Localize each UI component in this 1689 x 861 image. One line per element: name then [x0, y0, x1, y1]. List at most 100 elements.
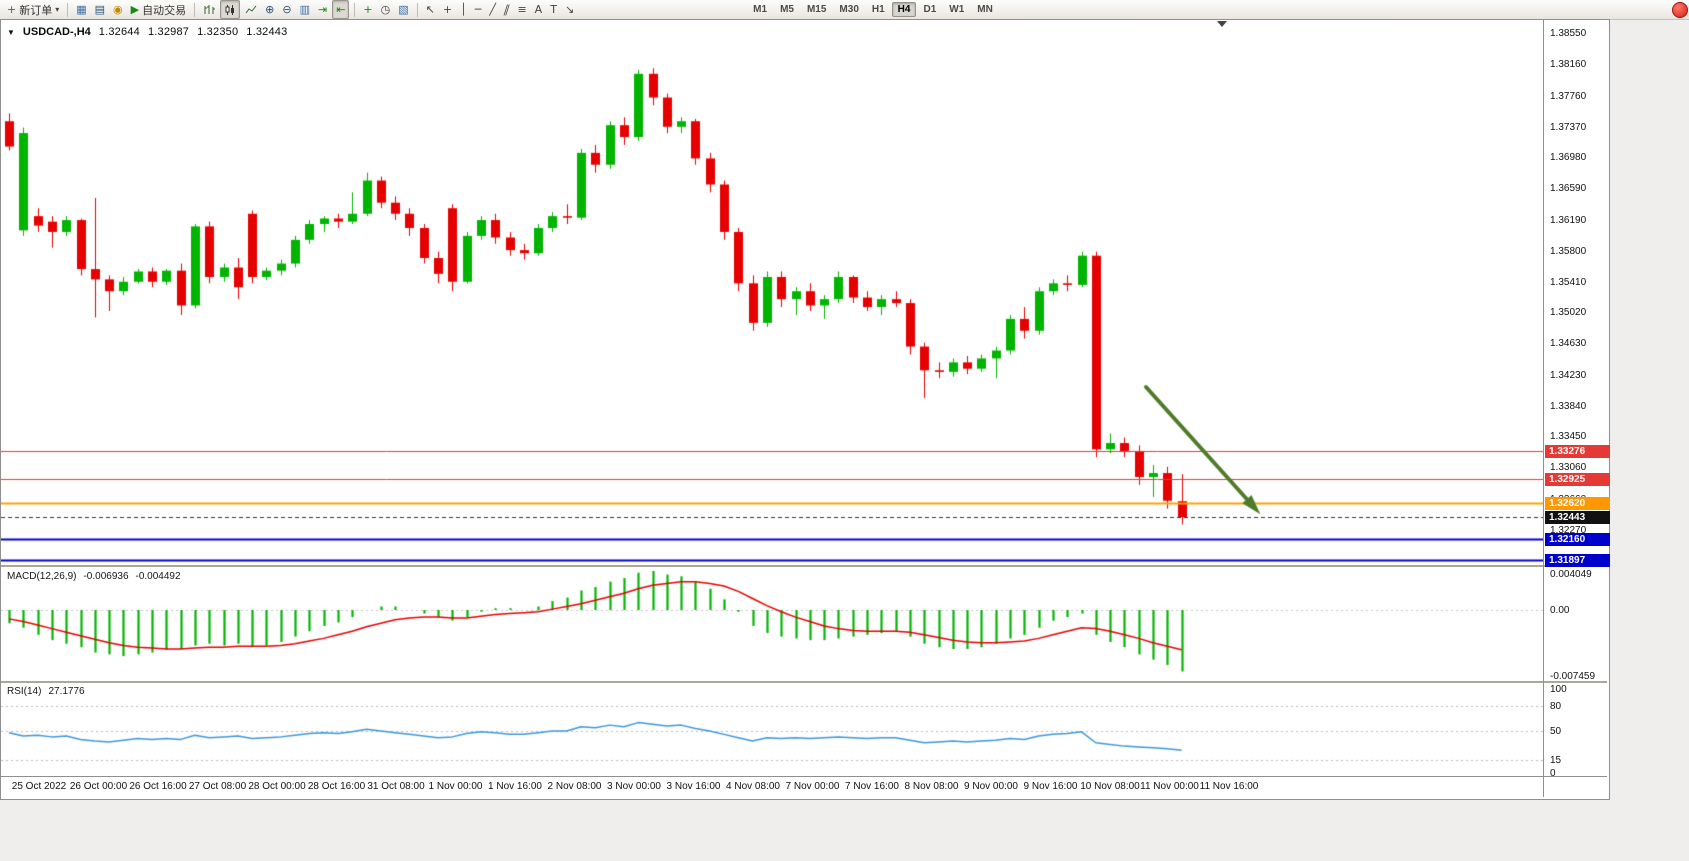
vertical-line-icon: │ [460, 3, 467, 16]
trendline-button[interactable]: ╱ [486, 1, 499, 18]
price-axis-label: 1.36590 [1550, 183, 1587, 195]
arrows-button[interactable]: ↘ [562, 1, 577, 18]
time-axis-label: 1 Nov 16:00 [488, 781, 542, 792]
macd-signal-value: -0.004492 [135, 571, 181, 582]
templates-icon: ▧ [398, 3, 409, 16]
horizontal-line-button[interactable]: ─ [472, 1, 485, 18]
time-axis[interactable]: 25 Oct 2022 26 Oct 00:00 26 Oct 16:00 27 Oc… [1, 777, 1543, 797]
periods-clock-icon: ◷ [380, 3, 391, 16]
macd-canvas[interactable] [1, 567, 1543, 681]
time-axis-label: 26 Oct 00:00 [69, 781, 128, 792]
bar-chart-button[interactable] [200, 1, 218, 18]
new-order-icon: + [7, 3, 17, 16]
ohlc-low: 1.32350 [197, 26, 239, 38]
auto-trading-icon: ▶ [130, 3, 140, 16]
chart-title: ▼ USDCAD-,H4 1.32644 1.32987 1.32350 1.3… [7, 26, 287, 38]
price-axis-label: 1.35800 [1550, 245, 1587, 257]
price-axis[interactable]: 1.38550 1.38160 1.37760 1.37370 1.36980 1.365… [1544, 20, 1610, 797]
crosshair-button[interactable]: + [440, 1, 455, 18]
toolbar-separator [354, 2, 356, 17]
charts-grid-button[interactable]: ▦ [73, 1, 89, 18]
symbol-menu-icon[interactable]: ▼ [7, 27, 15, 37]
timeframe-button-h1[interactable]: H1 [871, 4, 885, 15]
rsi-canvas[interactable] [1, 683, 1543, 776]
auto-scroll-icon: ⇥ [317, 3, 328, 16]
zoom-in-icon: ⊕ [265, 3, 275, 16]
auto-scroll-button[interactable]: ⇥ [315, 1, 330, 18]
price-tag: 1.31897 [1545, 553, 1610, 567]
zoom-out-button[interactable]: ⊖ [279, 1, 294, 18]
time-axis-label: 9 Nov 16:00 [1023, 781, 1078, 792]
time-axis-label: 7 Nov 00:00 [785, 781, 840, 792]
timeframe-button-m15[interactable]: M15 [806, 4, 827, 15]
price-axis-label: 1.35020 [1550, 307, 1587, 319]
rsi-axis-label: 100 [1550, 684, 1567, 695]
price-tag: 1.32160 [1545, 532, 1610, 546]
alerts-icon: ◉ [113, 3, 123, 16]
timeframe-button-mn[interactable]: MN [977, 4, 993, 15]
timeframe-button-m1[interactable]: M1 [753, 4, 768, 15]
text-label-button[interactable]: T [547, 1, 560, 18]
price-tag: 1.32443 [1545, 510, 1610, 524]
chart-symbol-period: USDCAD-,H4 [22, 26, 91, 38]
periods-button[interactable]: ◷ [378, 1, 394, 18]
chart-shift-marker[interactable] [1217, 21, 1227, 27]
auto-trading-button[interactable]: ▶ 自动交易 [128, 1, 189, 18]
time-axis-label: 11 Nov 00:00 [1140, 781, 1199, 792]
price-axis-label: 1.37370 [1550, 121, 1587, 133]
price-tag: 1.33276 [1545, 444, 1610, 458]
time-axis-label: 1 Nov 00:00 [428, 781, 483, 792]
chart-shift-icon: ⇤ [336, 3, 346, 16]
navigator-button[interactable]: ▤ [92, 1, 108, 18]
rsi-label: RSI(14) 27.1776 [7, 686, 85, 697]
zoom-in-button[interactable]: ⊕ [262, 1, 277, 18]
timeframe-button-h4[interactable]: H4 [891, 2, 917, 17]
time-axis-label: 7 Nov 16:00 [845, 781, 899, 792]
fibonacci-button[interactable]: ≡ [514, 1, 529, 18]
time-axis-label: 3 Nov 00:00 [607, 781, 661, 792]
time-axis-label: 31 Oct 08:00 [367, 781, 425, 792]
indicators-button[interactable]: + [360, 1, 375, 18]
line-chart-button[interactable] [242, 1, 260, 18]
rsi-value: 27.1776 [48, 686, 85, 697]
text-icon: A [534, 3, 543, 16]
notification-icon[interactable] [1672, 1, 1688, 18]
tile-windows-button[interactable]: ▥ [297, 1, 313, 18]
timeframe-button-w1[interactable]: W1 [949, 4, 965, 15]
panel-divider[interactable] [1, 681, 1607, 683]
time-axis-label: 8 Nov 08:00 [904, 781, 959, 792]
price-axis-label: 1.33840 [1550, 400, 1587, 412]
crosshair-icon: + [442, 3, 453, 16]
new-order-label: 新订单 [19, 4, 53, 17]
time-axis-label: 2 Nov 08:00 [547, 781, 602, 792]
text-label-icon: T [550, 3, 557, 16]
templates-button[interactable]: ▧ [395, 1, 411, 18]
price-axis-label: 1.34230 [1550, 369, 1587, 381]
auto-trading-label: 自动交易 [142, 4, 187, 17]
channel-button[interactable]: ∥ [501, 1, 513, 18]
rsi-axis-label: 15 [1550, 755, 1562, 767]
time-axis-label: 9 Nov 00:00 [964, 781, 1018, 792]
chart-shift-button[interactable]: ⇤ [332, 0, 350, 19]
tile-windows-icon: ▥ [299, 3, 310, 16]
cursor-button[interactable]: ↖ [423, 1, 438, 18]
caret-down-icon: ▾ [55, 4, 60, 14]
vertical-line-button[interactable]: │ [457, 1, 470, 18]
timeframe-button-m5[interactable]: M5 [780, 4, 794, 15]
new-order-button[interactable]: + 新订单 ▾ [4, 1, 62, 18]
macd-axis-label: 0.004049 [1550, 569, 1592, 581]
text-button[interactable]: A [532, 1, 546, 18]
price-chart-canvas[interactable] [1, 20, 1543, 565]
rsi-axis-label: 50 [1550, 726, 1562, 737]
timeframe-button-m30[interactable]: M30 [839, 4, 859, 15]
panel-divider[interactable] [1, 565, 1607, 567]
price-axis-label: 1.36980 [1550, 152, 1587, 164]
candlestick-chart-button[interactable] [220, 0, 241, 19]
alerts-button[interactable]: ◉ [110, 1, 126, 18]
zoom-out-icon: ⊖ [282, 3, 292, 16]
timeframe-button-d1[interactable]: D1 [923, 4, 937, 15]
candlestick-chart-icon [224, 4, 236, 16]
line-chart-icon [245, 4, 257, 16]
time-axis-label: 3 Nov 16:00 [666, 781, 721, 792]
price-axis-label: 1.33060 [1550, 462, 1587, 474]
